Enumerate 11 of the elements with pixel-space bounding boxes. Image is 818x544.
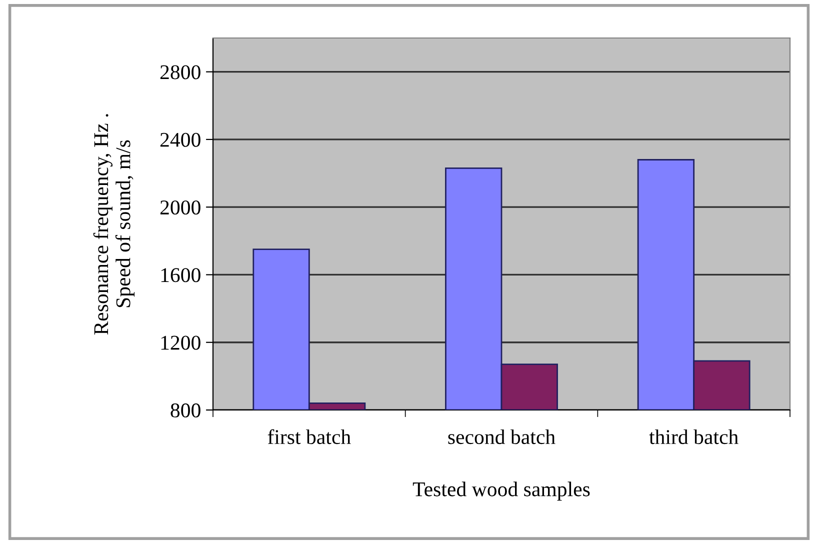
y-tick-label: 1600 xyxy=(161,268,200,282)
x-tick-label: second batch xyxy=(448,429,556,444)
y-tick-label: 2800 xyxy=(160,65,200,80)
y-tick-label: 2000 xyxy=(160,200,200,215)
x-tick-label: third batch xyxy=(649,429,738,444)
x-tick-label: first batch xyxy=(268,429,351,444)
x-axis-title: Tested wood samples xyxy=(412,482,590,501)
y-tick-label: 800 xyxy=(170,403,200,418)
y-tick-label: 2400 xyxy=(160,132,200,147)
y-tick-label: 1200 xyxy=(161,336,200,350)
y-axis-title: Resonance frequency, Hz . Speed of sound, m/s xyxy=(93,114,135,335)
